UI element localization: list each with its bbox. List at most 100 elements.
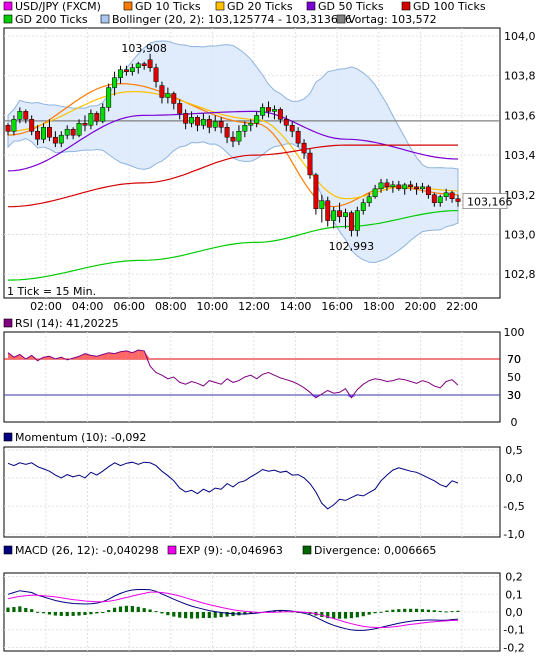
- divergence-bar: [367, 612, 371, 615]
- candle-body: [301, 142, 307, 154]
- legend-label-momentum: Momentum (10): -0,092: [15, 431, 146, 444]
- divergence-bar: [326, 612, 330, 619]
- legend-swatch-rsi: [3, 318, 13, 328]
- candle-body: [171, 93, 177, 104]
- divergence-bar: [41, 612, 46, 614]
- divergence-bar: [53, 612, 57, 616]
- macd-line: [7, 589, 459, 631]
- data-layer: [4, 40, 500, 631]
- mom-y-tick: -0,5: [503, 500, 524, 513]
- divergence-bar: [249, 612, 253, 614]
- legend-swatch-price: [100, 14, 110, 24]
- ma-line-4: [7, 210, 459, 281]
- candle-body: [230, 136, 236, 142]
- price-y-tick: 103,6: [504, 109, 536, 122]
- divergence-bar: [320, 612, 324, 617]
- price-x-tick: 16:00: [321, 300, 353, 313]
- candle-body: [5, 125, 11, 132]
- candle-body: [147, 59, 153, 68]
- candle-body: [159, 85, 165, 98]
- rsi-overbought-fill: [120, 350, 127, 359]
- divergence-bar: [71, 612, 75, 616]
- divergence-bar: [414, 608, 419, 612]
- rsi-overbought-fill: [31, 355, 38, 359]
- candle-body: [337, 210, 343, 217]
- divergence-bar: [142, 608, 146, 612]
- candle-body: [35, 130, 41, 140]
- candle-body: [319, 200, 325, 209]
- candle-body: [372, 188, 378, 197]
- price-y-tick: 103,2: [504, 189, 536, 202]
- candle-body: [218, 121, 224, 128]
- candle-body: [41, 127, 46, 140]
- candle-body: [295, 130, 301, 144]
- divergence-bar: [450, 611, 454, 613]
- legend-swatch-price: [401, 1, 411, 11]
- divergence-bar: [148, 609, 152, 612]
- candle-body: [378, 182, 384, 190]
- ma-line-3: [7, 144, 458, 208]
- candle-body: [431, 194, 437, 203]
- candle-body: [402, 184, 408, 190]
- price-x-tick: 04:00: [72, 300, 104, 313]
- rsi-overbought-fill: [96, 354, 103, 359]
- legend-label-price: Bollinger (20, 2): 103,125774 - 103,3136…: [112, 13, 352, 26]
- divergence-bar: [184, 612, 188, 619]
- candle-body: [94, 113, 100, 122]
- candle-body: [236, 130, 242, 142]
- ma-line-2: [7, 110, 459, 172]
- divergence-bar: [24, 607, 28, 612]
- legend-label-price: Vortag: 103,572: [348, 13, 437, 26]
- mom-y-tick: 0,5: [505, 444, 523, 457]
- candle-body: [360, 202, 366, 211]
- divergence-bar: [355, 612, 359, 618]
- candle-body: [129, 67, 135, 72]
- divergence-bar: [444, 611, 448, 613]
- candle-body: [135, 63, 141, 68]
- divergence-bar: [343, 612, 348, 619]
- divergence-bar: [409, 608, 413, 612]
- candle-body: [189, 117, 195, 124]
- divergence-bar: [118, 606, 123, 612]
- divergence-bar: [361, 612, 365, 617]
- divergence-bar: [379, 611, 383, 613]
- candle-body: [408, 184, 414, 188]
- text-layer: USD/JPY (FXCM) GD 10 Ticks GD 20 Ticks GD 5…: [3, 0, 536, 654]
- rsi-overbought-fill: [108, 352, 115, 359]
- candle-body: [366, 196, 372, 203]
- divergence-bar: [243, 612, 247, 615]
- rsi-overbought-fill: [144, 350, 151, 359]
- rsi-y-tick: 50: [507, 371, 521, 384]
- candle-body: [165, 93, 171, 98]
- candle-body: [254, 115, 260, 124]
- tick-note: 1 Tick = 15 Min.: [7, 285, 96, 298]
- divergence-bar: [207, 612, 211, 619]
- candle-body: [455, 198, 461, 202]
- candle-body: [260, 107, 266, 116]
- price-y-tick: 103,8: [504, 70, 536, 83]
- candle-body: [266, 107, 271, 112]
- rsi-y-tick: 70: [507, 353, 521, 366]
- legend-swatch-macd: [302, 545, 312, 555]
- rsi-overbought-fill: [138, 350, 145, 359]
- grid-layer: [4, 28, 500, 651]
- candle-body: [443, 192, 449, 198]
- high-annotation: 103,908: [121, 42, 167, 55]
- candle-body: [29, 119, 35, 132]
- macd-y-tick: -0,2: [503, 641, 524, 654]
- divergence-bar: [136, 606, 140, 612]
- candle-body: [23, 111, 29, 120]
- ma-line-1: [7, 91, 459, 200]
- candle-body: [183, 113, 189, 124]
- divergence-bar: [47, 612, 52, 615]
- rsi-oversold-fill: [315, 395, 322, 398]
- candle-body: [123, 69, 129, 72]
- candle-body: [313, 174, 319, 209]
- legend-swatch-price: [306, 1, 316, 11]
- panel-frame-mom: [3, 446, 501, 538]
- candle-body: [70, 129, 76, 136]
- divergence-bar: [59, 612, 63, 616]
- divergence-bar: [30, 609, 34, 612]
- price-x-tick: 06:00: [113, 300, 145, 313]
